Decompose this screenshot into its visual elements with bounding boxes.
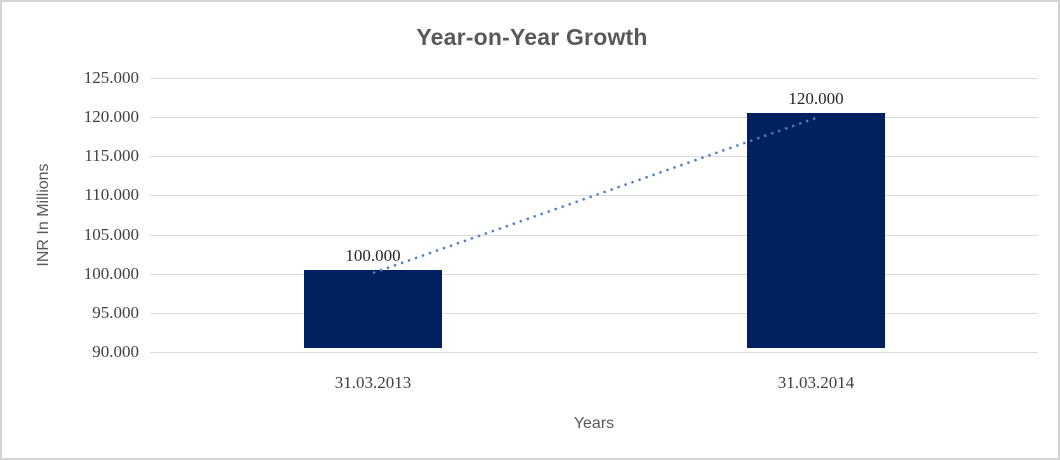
bar-2014 (747, 113, 885, 348)
data-label-2014: 120.000 (788, 89, 844, 108)
gridline (150, 235, 1038, 236)
y-axis-title: INR In Millions (35, 163, 52, 267)
gridline (150, 313, 1038, 314)
chart-title: Year-on-Year Growth (416, 24, 648, 50)
y-tick-label: 95.000 (92, 303, 139, 322)
gridline-baseline (150, 352, 1038, 353)
gridline (150, 78, 1038, 79)
data-label-2013: 100.000 (345, 246, 401, 265)
y-tick-label: 110.000 (84, 185, 139, 204)
y-tick-label: 120.000 (83, 107, 139, 126)
y-tick-label: 100.000 (83, 264, 139, 283)
x-axis-title: Years (573, 415, 615, 432)
x-category-label-2014: 31.03.2014 (777, 373, 855, 392)
bar-2013 (304, 270, 442, 348)
x-category-label-2013: 31.03.2013 (334, 373, 412, 392)
y-tick-label: 105.000 (83, 225, 139, 244)
gridline (150, 195, 1038, 196)
gridline (150, 156, 1038, 157)
gridline (150, 274, 1038, 275)
y-tick-label: 115.000 (84, 146, 139, 165)
y-tick-label: 90.000 (92, 342, 139, 361)
y-tick-label: 125.000 (83, 68, 139, 87)
gridline (150, 117, 1038, 118)
